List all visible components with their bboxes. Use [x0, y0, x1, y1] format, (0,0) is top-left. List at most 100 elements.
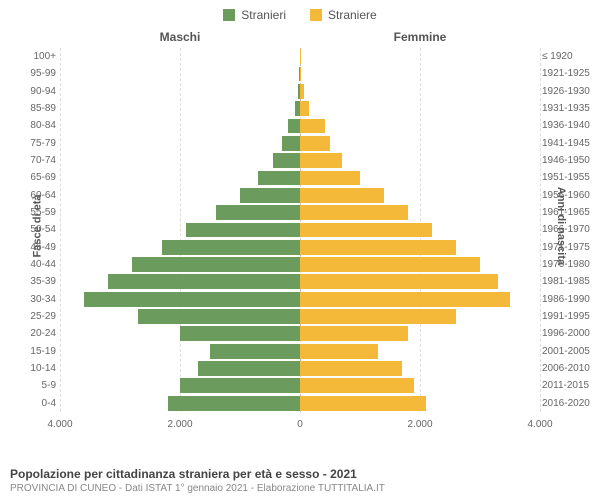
- bar-row: [60, 187, 540, 204]
- bar-male: [84, 292, 300, 307]
- bar-row: [60, 135, 540, 152]
- row-half-male: [60, 152, 300, 169]
- age-label: 40-44: [12, 256, 56, 273]
- x-tick: 2.000: [407, 419, 432, 430]
- bar-female: [300, 171, 360, 186]
- bar-row: [60, 221, 540, 238]
- row-half-male: [60, 308, 300, 325]
- bar-male: [198, 361, 300, 376]
- age-label: 50-54: [12, 221, 56, 238]
- bar-female: [300, 274, 498, 289]
- row-half-male: [60, 291, 300, 308]
- legend-swatch-female: [310, 9, 322, 21]
- bar-row: [60, 377, 540, 394]
- bar-row: [60, 152, 540, 169]
- age-label: 55-59: [12, 204, 56, 221]
- row-half-male: [60, 239, 300, 256]
- x-axis: 4.0002.00002.0004.000: [60, 412, 540, 440]
- bar-row: [60, 395, 540, 412]
- bar-female: [300, 205, 408, 220]
- row-half-male: [60, 395, 300, 412]
- bar-row: [60, 308, 540, 325]
- y-axis-right: ≤ 19201921-19251926-19301931-19351936-19…: [542, 48, 598, 412]
- row-half-male: [60, 256, 300, 273]
- legend-label-male: Stranieri: [241, 8, 286, 22]
- row-half-female: [300, 395, 540, 412]
- birth-year-label: 2011-2015: [542, 377, 598, 394]
- age-label: 30-34: [12, 291, 56, 308]
- birth-year-label: 1971-1975: [542, 239, 598, 256]
- age-label: 35-39: [12, 273, 56, 290]
- row-half-female: [300, 135, 540, 152]
- legend-label-female: Straniere: [328, 8, 377, 22]
- row-half-male: [60, 377, 300, 394]
- row-half-female: [300, 187, 540, 204]
- birth-year-label: 2001-2005: [542, 343, 598, 360]
- age-label: 45-49: [12, 239, 56, 256]
- x-tick: 4.000: [527, 419, 552, 430]
- bar-male: [180, 326, 300, 341]
- bar-row: [60, 256, 540, 273]
- bar-female: [300, 396, 426, 411]
- bar-female: [300, 67, 301, 82]
- row-half-female: [300, 100, 540, 117]
- plot-inner: [60, 48, 540, 412]
- birth-year-label: 1991-1995: [542, 308, 598, 325]
- bar-female: [300, 378, 414, 393]
- birth-year-label: 1951-1955: [542, 169, 598, 186]
- bar-row: [60, 291, 540, 308]
- birth-year-label: 2016-2020: [542, 395, 598, 412]
- bar-male: [216, 205, 300, 220]
- row-half-female: [300, 152, 540, 169]
- legend-item-female: Straniere: [310, 8, 377, 22]
- bar-row: [60, 100, 540, 117]
- row-half-female: [300, 291, 540, 308]
- bar-female: [300, 188, 384, 203]
- birth-year-label: 1946-1950: [542, 152, 598, 169]
- bar-female: [300, 49, 301, 64]
- age-label: 0-4: [12, 395, 56, 412]
- bar-male: [282, 136, 300, 151]
- x-tick: 2.000: [167, 419, 192, 430]
- row-half-female: [300, 48, 540, 65]
- bar-row: [60, 117, 540, 134]
- bar-female: [300, 344, 378, 359]
- row-half-male: [60, 325, 300, 342]
- row-half-female: [300, 117, 540, 134]
- row-half-female: [300, 273, 540, 290]
- bar-male: [186, 223, 300, 238]
- y-axis-left: 100+95-9990-9485-8980-8475-7970-7465-696…: [12, 48, 56, 412]
- age-label: 65-69: [12, 169, 56, 186]
- chart-subtitle: PROVINCIA DI CUNEO - Dati ISTAT 1° genna…: [10, 483, 590, 494]
- bar-male: [273, 153, 300, 168]
- age-label: 75-79: [12, 135, 56, 152]
- row-half-male: [60, 83, 300, 100]
- bar-row: [60, 325, 540, 342]
- row-half-male: [60, 204, 300, 221]
- birth-year-label: 1976-1980: [542, 256, 598, 273]
- bar-row: [60, 204, 540, 221]
- age-label: 70-74: [12, 152, 56, 169]
- birth-year-label: 1936-1940: [542, 117, 598, 134]
- bar-row: [60, 65, 540, 82]
- bar-male: [162, 240, 300, 255]
- row-half-female: [300, 377, 540, 394]
- birth-year-label: 1921-1925: [542, 65, 598, 82]
- age-label: 20-24: [12, 325, 56, 342]
- bar-male: [180, 378, 300, 393]
- birth-year-label: 1931-1935: [542, 100, 598, 117]
- bar-row: [60, 48, 540, 65]
- bar-female: [300, 309, 456, 324]
- birth-year-label: 1961-1965: [542, 204, 598, 221]
- row-half-female: [300, 83, 540, 100]
- row-half-female: [300, 308, 540, 325]
- bar-female: [300, 101, 309, 116]
- age-label: 100+: [12, 48, 56, 65]
- age-label: 80-84: [12, 117, 56, 134]
- age-label: 95-99: [12, 65, 56, 82]
- birth-year-label: ≤ 1920: [542, 48, 598, 65]
- age-label: 85-89: [12, 100, 56, 117]
- row-half-female: [300, 204, 540, 221]
- bar-rows: [60, 48, 540, 412]
- bar-female: [300, 119, 325, 134]
